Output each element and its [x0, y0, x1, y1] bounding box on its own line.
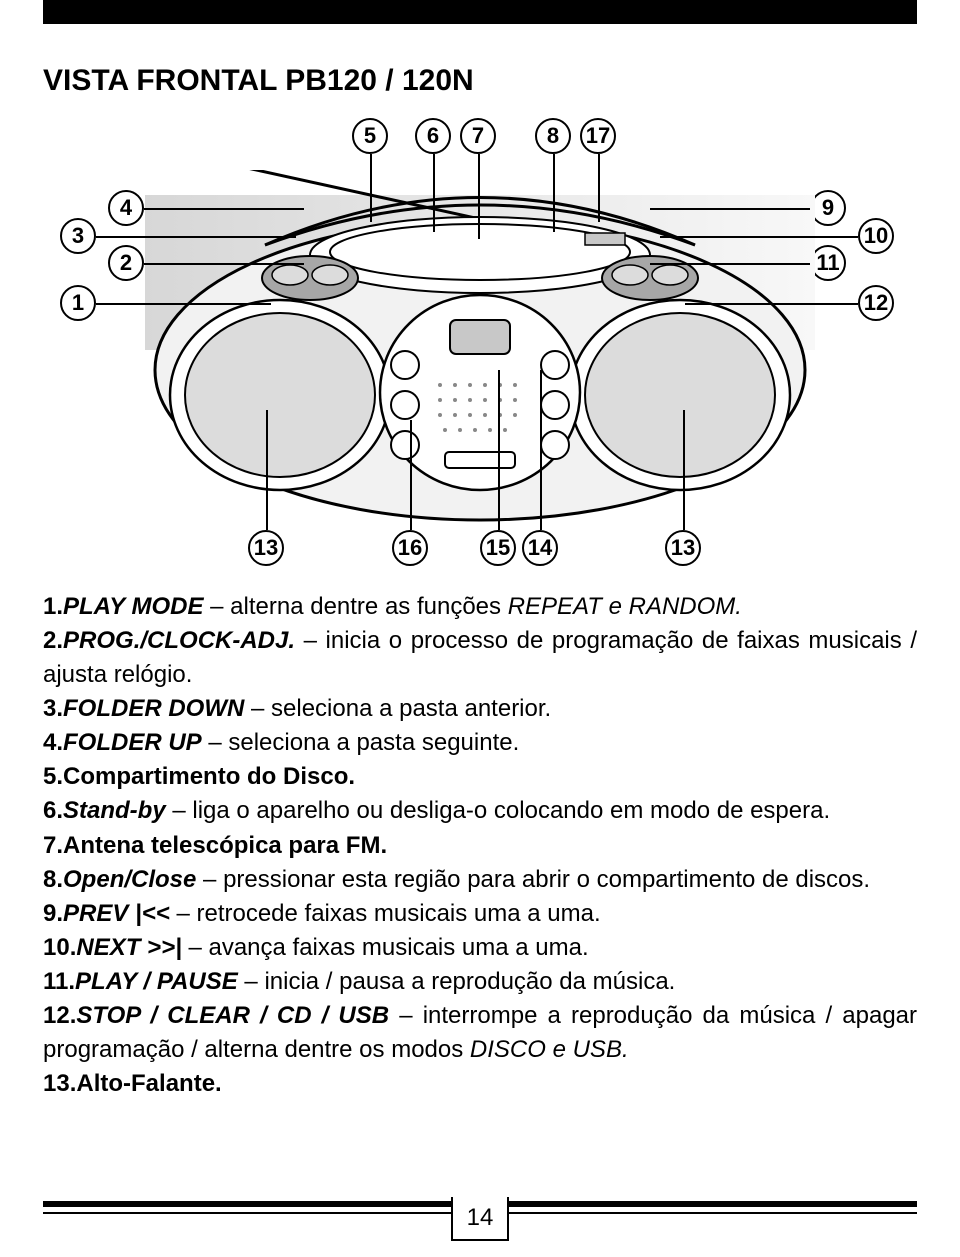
callout-17: 17: [580, 118, 616, 154]
leader: [650, 208, 810, 210]
n1: 1.: [43, 593, 63, 620]
leader: [96, 236, 296, 238]
page-title: VISTA FRONTAL PB120 / 120N: [43, 64, 474, 98]
leader: [650, 263, 810, 265]
leader: [370, 154, 372, 222]
leader: [144, 208, 304, 210]
leader: [598, 154, 600, 222]
leader: [96, 303, 271, 305]
boombox-illustration: [145, 170, 815, 540]
page-number: 14: [451, 1197, 509, 1241]
leader: [410, 420, 412, 530]
leader: [498, 370, 500, 530]
callout-3: 3: [60, 218, 96, 254]
callout-1: 1: [60, 285, 96, 321]
callout-5: 5: [352, 118, 388, 154]
callout-11: 11: [810, 245, 846, 281]
leader: [433, 154, 435, 232]
callout-2: 2: [108, 245, 144, 281]
t1: PLAY MODE: [63, 593, 203, 620]
leader: [540, 370, 542, 530]
leader: [266, 410, 268, 530]
callout-12: 12: [858, 285, 894, 321]
leader: [683, 410, 685, 530]
leader: [144, 263, 304, 265]
callout-4: 4: [108, 190, 144, 226]
legend-text: 1.PLAY MODE – alterna dentre as funções …: [43, 590, 917, 1101]
leader: [660, 236, 858, 238]
leader: [685, 303, 858, 305]
callout-7: 7: [460, 118, 496, 154]
callout-8: 8: [535, 118, 571, 154]
callout-10: 10: [858, 218, 894, 254]
leader: [553, 154, 555, 232]
callout-9: 9: [810, 190, 846, 226]
product-diagram: 5 6 7 8 17 4 3 2 1 9 10 11 12 13 16 15 1…: [0, 110, 960, 575]
header-bar: [43, 0, 917, 24]
leader: [478, 154, 480, 239]
callout-6: 6: [415, 118, 451, 154]
